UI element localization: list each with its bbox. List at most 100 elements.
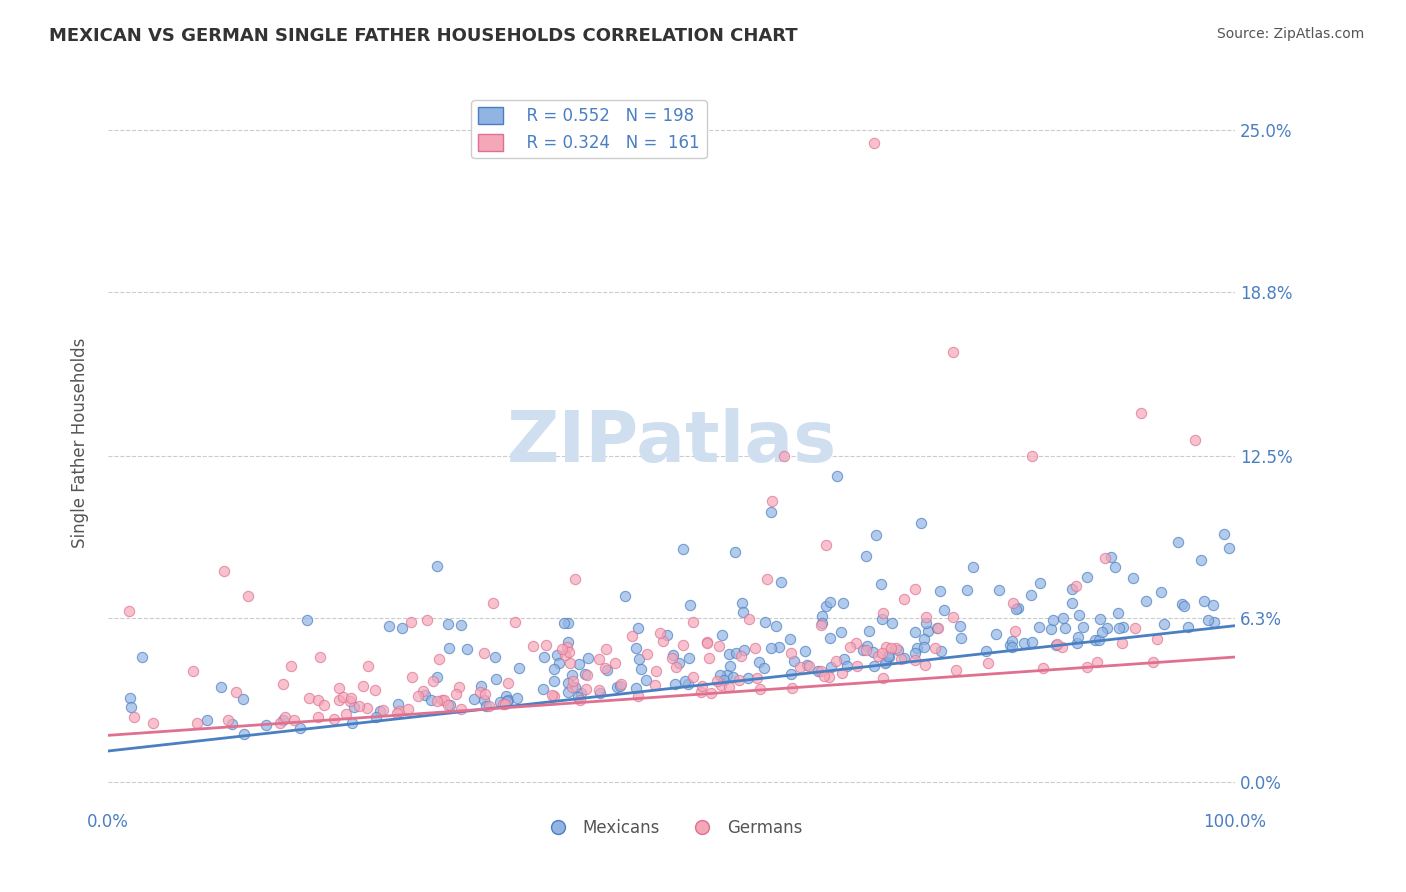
Point — [387, 697, 409, 711]
Point — [283, 713, 305, 727]
Point — [773, 449, 796, 463]
Point — [728, 673, 751, 688]
Point — [589, 686, 612, 700]
Point — [1142, 655, 1164, 669]
Point — [664, 677, 686, 691]
Point — [508, 661, 530, 675]
Text: Source: ZipAtlas.com: Source: ZipAtlas.com — [1216, 27, 1364, 41]
Point — [496, 693, 519, 707]
Point — [474, 687, 496, 701]
Point — [575, 682, 598, 697]
Point — [568, 657, 591, 672]
Point — [1062, 596, 1084, 610]
Point — [925, 621, 948, 635]
Point — [869, 577, 891, 591]
Point — [1012, 636, 1035, 650]
Point — [976, 644, 998, 658]
Point — [679, 598, 702, 612]
Point — [852, 642, 875, 657]
Point — [984, 627, 1007, 641]
Point — [385, 706, 408, 720]
Point — [1046, 636, 1069, 650]
Point — [1104, 560, 1126, 574]
Point — [388, 705, 411, 719]
Point — [690, 685, 713, 699]
Point — [917, 624, 939, 639]
Point — [832, 596, 855, 610]
Point — [232, 691, 254, 706]
Point — [1177, 620, 1199, 634]
Point — [682, 615, 704, 630]
Point — [862, 645, 884, 659]
Point — [1167, 534, 1189, 549]
Point — [880, 615, 903, 630]
Point — [748, 655, 770, 669]
Point — [759, 505, 782, 519]
Point — [779, 646, 801, 660]
Point — [831, 625, 853, 640]
Point — [1084, 632, 1107, 647]
Point — [1173, 599, 1195, 614]
Point — [195, 713, 218, 727]
Point — [893, 592, 915, 607]
Point — [1088, 612, 1111, 626]
Point — [1028, 620, 1050, 634]
Point — [557, 640, 579, 655]
Point — [682, 670, 704, 684]
Point — [624, 640, 647, 655]
Point — [825, 469, 848, 483]
Point — [820, 660, 842, 674]
Point — [426, 559, 449, 574]
Point — [845, 636, 868, 650]
Point — [212, 565, 235, 579]
Point — [934, 602, 956, 616]
Point — [347, 698, 370, 713]
Point — [396, 701, 419, 715]
Point — [371, 703, 394, 717]
Point — [426, 670, 449, 684]
Point — [662, 648, 685, 662]
Point — [308, 650, 330, 665]
Point — [498, 676, 520, 690]
Point — [711, 628, 734, 642]
Point — [1032, 661, 1054, 675]
Point — [636, 647, 658, 661]
Point — [837, 658, 859, 673]
Point — [949, 619, 972, 633]
Point — [713, 673, 735, 687]
Point — [290, 722, 312, 736]
Point — [910, 516, 932, 530]
Point — [472, 693, 495, 707]
Point — [636, 673, 658, 687]
Point — [665, 660, 688, 674]
Point — [391, 621, 413, 635]
Point — [1094, 550, 1116, 565]
Point — [796, 657, 818, 672]
Point — [744, 641, 766, 656]
Point — [1042, 613, 1064, 627]
Point — [956, 582, 979, 597]
Point — [401, 670, 423, 684]
Point — [870, 646, 893, 660]
Point — [588, 683, 610, 698]
Point — [553, 615, 575, 630]
Point — [340, 716, 363, 731]
Point — [813, 669, 835, 683]
Point — [419, 693, 441, 707]
Point — [962, 560, 984, 574]
Point — [495, 689, 517, 703]
Point — [1085, 655, 1108, 669]
Point — [1135, 594, 1157, 608]
Point — [557, 645, 579, 659]
Point — [1146, 632, 1168, 646]
Point — [945, 663, 967, 677]
Point — [1001, 634, 1024, 648]
Point — [357, 658, 380, 673]
Point — [942, 344, 965, 359]
Point — [412, 683, 434, 698]
Point — [748, 681, 770, 696]
Point — [495, 694, 517, 708]
Point — [709, 668, 731, 682]
Point — [794, 643, 817, 657]
Point — [756, 572, 779, 586]
